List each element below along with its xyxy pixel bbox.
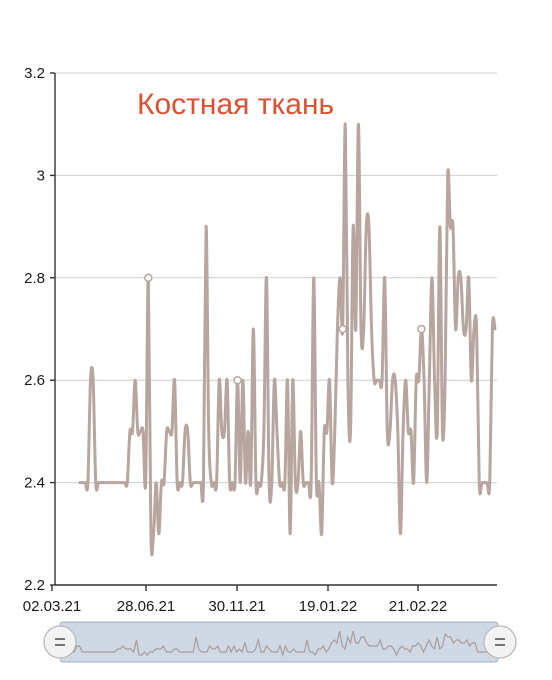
data-point-marker xyxy=(144,273,153,283)
x-axis-ticks: 02.03.21 28.06.21 30.11.21 19.01.22 21.02.22 xyxy=(23,585,447,615)
x-tick-label: 30.11.21 xyxy=(208,598,265,615)
y-tick-label: 2.6 xyxy=(24,372,45,389)
series-line xyxy=(78,122,497,557)
navigator-series-line xyxy=(66,630,494,658)
y-tick-label: 3 xyxy=(37,167,45,184)
y-tick-label: 2.4 xyxy=(24,475,45,492)
y-tick-label: 2.8 xyxy=(24,270,45,287)
chart-title: Костная ткань xyxy=(137,88,334,121)
y-tick-label: 2.2 xyxy=(24,577,45,594)
data-point-marker xyxy=(417,324,426,334)
x-tick-label: 28.06.21 xyxy=(117,598,175,615)
y-axis-ticks: 2.2 2.4 2.6 2.8 3 3.2 xyxy=(24,65,55,594)
x-tick-label: 21.02.22 xyxy=(389,598,447,615)
navigator-handle-right[interactable] xyxy=(483,625,517,659)
x-tick-label: 02.03.21 xyxy=(23,598,81,615)
series-markers xyxy=(144,273,426,385)
navigator-handle-left[interactable] xyxy=(43,625,77,659)
data-point-marker xyxy=(338,324,347,334)
navigator-range[interactable] xyxy=(59,621,499,663)
data-point-marker xyxy=(233,375,242,385)
navigator[interactable] xyxy=(43,621,517,663)
x-tick-label: 19.01.22 xyxy=(299,598,357,615)
y-tick-label: 3.2 xyxy=(24,65,45,82)
